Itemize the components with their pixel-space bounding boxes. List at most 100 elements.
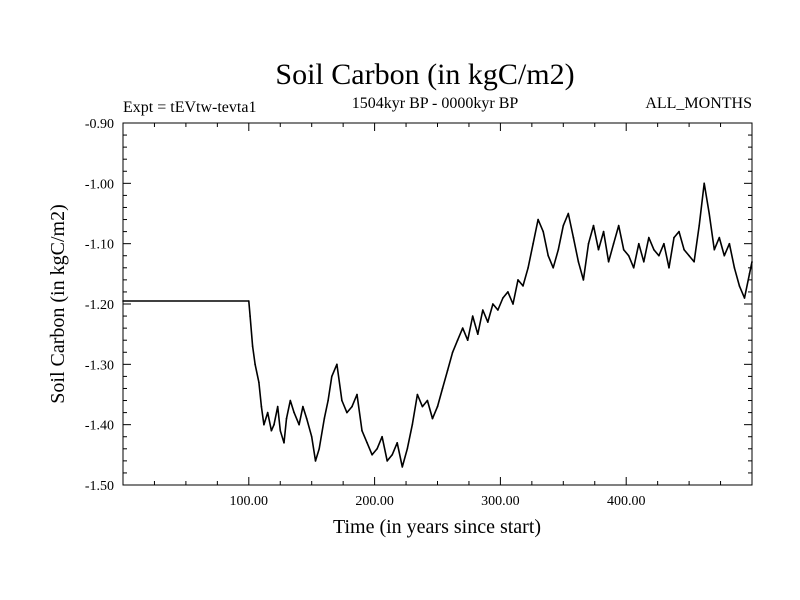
data-point	[632, 267, 635, 269]
data-point	[547, 254, 549, 257]
data-point	[381, 435, 383, 438]
data-point	[723, 254, 726, 257]
data-point	[527, 267, 529, 269]
data-point	[356, 393, 358, 396]
data-point	[396, 442, 399, 444]
data-point	[612, 242, 615, 245]
data-point	[492, 303, 494, 305]
data-point	[622, 248, 625, 251]
data-point	[446, 369, 449, 372]
plot-frame	[122, 122, 753, 486]
data-point	[248, 300, 250, 302]
data-point	[627, 254, 630, 257]
data-point	[738, 285, 741, 287]
data-point	[673, 236, 675, 239]
data-point	[708, 212, 710, 215]
data-point	[502, 297, 504, 299]
data-point	[249, 315, 251, 317]
data-point	[285, 417, 288, 420]
data-point	[456, 339, 459, 342]
data-point	[532, 242, 534, 245]
data-point	[318, 448, 321, 450]
x-axis-label: Time (in years since start)	[333, 516, 541, 538]
data-point	[254, 363, 256, 366]
data-point	[562, 224, 565, 227]
data-point	[273, 423, 275, 426]
data-point	[713, 248, 716, 251]
data-point	[597, 248, 600, 251]
data-point	[733, 267, 736, 269]
data-point	[327, 399, 329, 402]
data-point	[577, 261, 580, 263]
x-tick-label: 100.00	[230, 494, 269, 509]
experiment-label: Expt = tEVtw-tevta1	[123, 99, 256, 116]
data-point	[567, 212, 570, 215]
data-point	[451, 351, 454, 354]
data-point	[386, 460, 389, 462]
data-point	[270, 429, 273, 432]
data-point	[426, 399, 429, 402]
y-tick-label: -1.00	[85, 177, 114, 192]
data-point	[557, 248, 560, 251]
data-point	[298, 423, 300, 426]
data-point	[658, 254, 660, 257]
data-point	[376, 448, 378, 450]
data-point	[542, 230, 544, 233]
data-point	[683, 248, 685, 251]
data-point	[537, 218, 539, 221]
data-point	[416, 393, 419, 396]
data-point	[487, 321, 489, 323]
x-tick-label: 400.00	[607, 494, 646, 509]
data-point	[643, 261, 645, 263]
data-point	[607, 261, 610, 263]
x-axis-ticks	[153, 123, 722, 485]
y-tick-label: -1.20	[85, 298, 114, 313]
y-tick-label: -1.40	[85, 419, 114, 434]
y-axis-tick-labels: -0.90 -1.00 -1.10 -1.20 -1.30 -1.40 -1.50	[85, 117, 114, 494]
data-point	[258, 381, 260, 384]
data-point	[366, 442, 368, 444]
data-point	[718, 236, 721, 239]
data-point	[648, 236, 650, 239]
data-point	[314, 460, 317, 462]
soil-carbon-series-line	[123, 182, 753, 468]
data-point	[266, 411, 269, 414]
data-point	[302, 405, 304, 408]
data-point	[602, 230, 605, 233]
y-tick-label: -1.10	[85, 238, 114, 253]
data-point	[751, 261, 753, 263]
chart-title: Soil Carbon (in kgC/m2)	[275, 58, 574, 91]
x-tick-label: 300.00	[481, 494, 520, 509]
data-point	[122, 300, 124, 302]
y-tick-label: -0.90	[85, 117, 114, 132]
data-point	[592, 224, 595, 227]
data-point	[331, 375, 333, 378]
data-point	[260, 405, 263, 408]
data-point	[668, 267, 670, 269]
data-point	[693, 261, 695, 263]
data-point	[728, 242, 731, 245]
data-point	[406, 448, 409, 450]
x-axis-tick-labels: 100.00 200.00 300.00 400.00	[230, 494, 646, 509]
data-point	[512, 303, 514, 305]
data-point	[582, 279, 585, 281]
data-point	[431, 417, 434, 420]
data-point	[251, 345, 254, 348]
data-point	[436, 405, 439, 408]
data-point	[572, 236, 575, 239]
data-point	[351, 405, 353, 408]
data-point	[482, 309, 484, 311]
data-point	[279, 429, 282, 432]
data-point	[336, 363, 338, 366]
data-point	[471, 315, 474, 317]
data-point	[421, 405, 424, 408]
data-point	[361, 429, 363, 432]
data-point	[522, 285, 524, 287]
data-point	[587, 242, 590, 245]
y-axis-label: Soil Carbon (in kgC/m2)	[47, 204, 69, 403]
x-tick-label: 200.00	[355, 494, 394, 509]
data-point	[743, 297, 746, 299]
data-point	[466, 339, 469, 342]
data-point	[477, 333, 479, 336]
data-point	[688, 254, 690, 257]
